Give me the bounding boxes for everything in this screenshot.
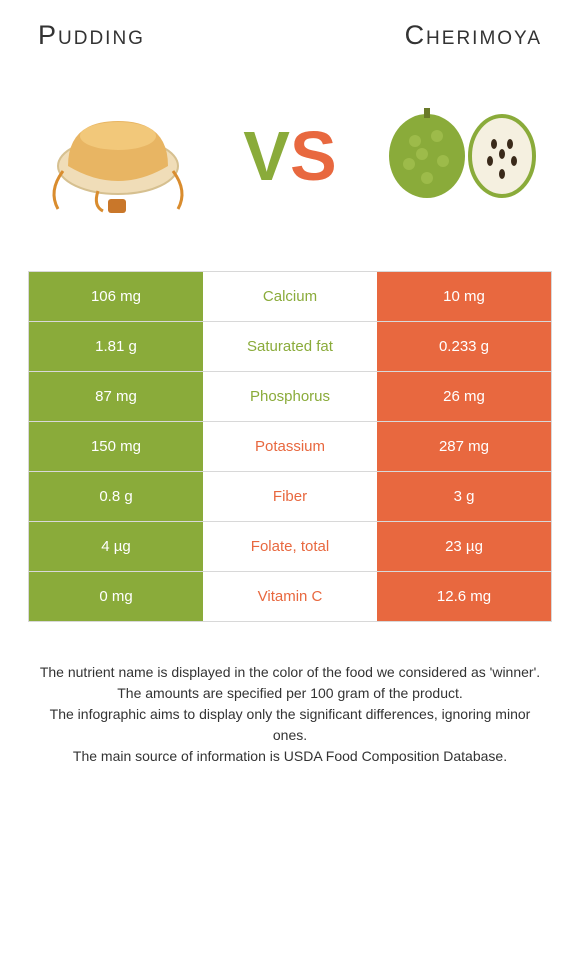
nutrient-row: 106 mgCalcium10 mg (28, 271, 552, 321)
left-value: 106 mg (29, 272, 203, 321)
left-value: 0 mg (29, 572, 203, 621)
nutrient-label: Vitamin C (203, 572, 377, 621)
footnote-line: The infographic aims to display only the… (38, 704, 542, 746)
left-value: 4 µg (29, 522, 203, 571)
left-food-title: Pudding (38, 20, 145, 51)
footnote-line: The amounts are specified per 100 gram o… (38, 683, 542, 704)
nutrient-label: Potassium (203, 422, 377, 471)
footnote-line: The main source of information is USDA F… (38, 746, 542, 767)
vs-v: V (243, 116, 290, 196)
nutrient-table: 106 mgCalcium10 mg1.81 gSaturated fat0.2… (28, 271, 552, 622)
nutrient-row: 87 mgPhosphorus26 mg (28, 371, 552, 421)
nutrient-label: Fiber (203, 472, 377, 521)
footnotes: The nutrient name is displayed in the co… (28, 662, 552, 767)
right-value: 23 µg (377, 522, 551, 571)
footnote-line: The nutrient name is displayed in the co… (38, 662, 542, 683)
right-food-title: Cherimoya (405, 20, 542, 51)
vs-label: VS (243, 116, 336, 196)
nutrient-row: 0 mgVitamin C12.6 mg (28, 571, 552, 622)
nutrient-label: Saturated fat (203, 322, 377, 371)
nutrient-row: 1.81 gSaturated fat0.233 g (28, 321, 552, 371)
right-value: 3 g (377, 472, 551, 521)
left-value: 0.8 g (29, 472, 203, 521)
right-value: 10 mg (377, 272, 551, 321)
nutrient-row: 150 mgPotassium287 mg (28, 421, 552, 471)
right-value: 26 mg (377, 372, 551, 421)
nutrient-label: Phosphorus (203, 372, 377, 421)
right-value: 12.6 mg (377, 572, 551, 621)
nutrient-label: Folate, total (203, 522, 377, 571)
nutrient-row: 4 µgFolate, total23 µg (28, 521, 552, 571)
hero-row: VS (28, 81, 552, 231)
left-value: 1.81 g (29, 322, 203, 371)
right-value: 287 mg (377, 422, 551, 471)
pudding-image (38, 91, 198, 221)
left-value: 150 mg (29, 422, 203, 471)
left-value: 87 mg (29, 372, 203, 421)
nutrient-label: Calcium (203, 272, 377, 321)
right-value: 0.233 g (377, 322, 551, 371)
nutrient-row: 0.8 gFiber3 g (28, 471, 552, 521)
vs-s: S (290, 116, 337, 196)
title-row: Pudding Cherimoya (28, 20, 552, 51)
cherimoya-image (382, 91, 542, 221)
